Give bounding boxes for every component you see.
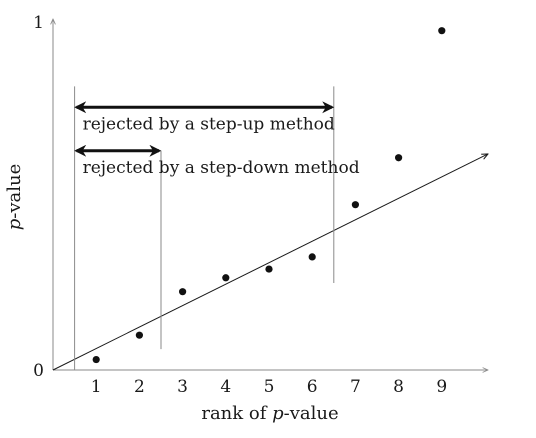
rejection-range-label-1: rejected by a step-up method	[83, 114, 335, 134]
x-tick-label: 1	[91, 377, 102, 397]
y-tick-label: 1	[33, 13, 44, 33]
data-point	[309, 253, 316, 260]
x-tick-label: 3	[177, 377, 188, 397]
data-point	[265, 265, 272, 272]
data-point	[222, 274, 229, 281]
x-tick-label: 2	[134, 377, 145, 397]
x-tick-label: 4	[220, 377, 231, 397]
x-axis-label: rank of p-value	[201, 403, 338, 424]
x-label-italic: p	[272, 403, 284, 424]
y-label-italic: p	[4, 218, 25, 230]
rejection-range-label-2: rejected by a step-down method	[83, 158, 360, 178]
x-tick-label: 6	[307, 377, 318, 397]
x-tick-label: 5	[264, 377, 275, 397]
data-point	[179, 288, 186, 295]
x-label-prefix: rank of	[201, 403, 272, 424]
x-tick-label: 9	[436, 377, 447, 397]
data-point	[438, 27, 445, 34]
data-point	[136, 332, 143, 339]
x-tick-label: 7	[350, 377, 361, 397]
reference-line	[53, 154, 488, 370]
data-point	[93, 356, 100, 363]
x-label-suffix: -value	[284, 403, 339, 424]
y-label-suffix: -value	[4, 164, 25, 219]
data-point	[395, 154, 402, 161]
y-axis-label: p-value	[4, 164, 25, 231]
data-point	[352, 201, 359, 208]
x-tick-label: 8	[393, 377, 404, 397]
y-tick-label: 0	[33, 361, 44, 381]
